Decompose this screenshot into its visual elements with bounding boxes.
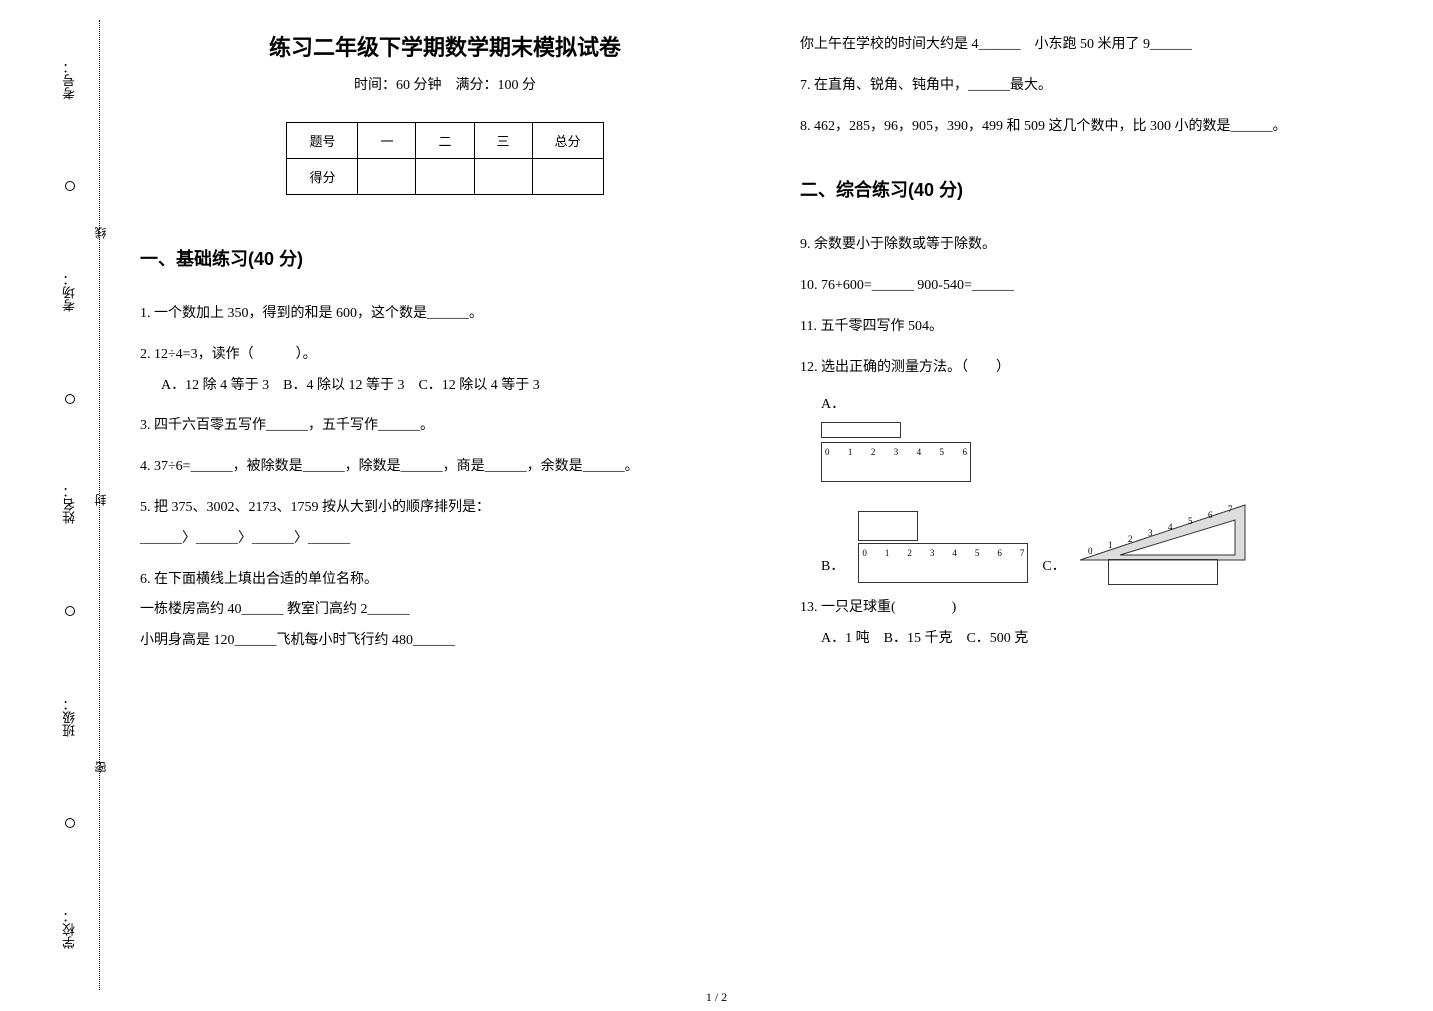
option-c-label: C． <box>1042 552 1065 583</box>
question-6-stem: 6. 在下面横线上填出合适的单位名称。 <box>140 565 750 596</box>
binding-label: 姓名： <box>60 485 79 524</box>
question-7: 7. 在直角、锐角、钝角中，______最大。 <box>800 71 1410 102</box>
option-a-label: A． <box>821 397 845 412</box>
svg-text:3: 3 <box>1148 528 1153 538</box>
question-3: 3. 四千六百零五写作______，五千写作______。 <box>140 411 750 442</box>
score-col: 二 <box>416 123 474 159</box>
svg-text:5: 5 <box>1188 516 1193 526</box>
binding-label: 学校： <box>60 910 79 949</box>
ruler-num: 7 <box>1020 544 1025 564</box>
ruler-b: 0 1 2 3 4 5 6 7 <box>858 543 1028 583</box>
ruler-num: 3 <box>930 544 935 564</box>
cutline-char: 封 <box>92 494 109 506</box>
page-body: 练习二年级下学期数学期末模拟试卷 时间：60 分钟 满分：100 分 题号 一 … <box>140 30 1410 990</box>
question-9: 9. 余数要小于除数或等于除数。 <box>800 230 1410 261</box>
ruler-num: 5 <box>940 443 945 463</box>
ruler-b-nums: 0 1 2 3 4 5 6 7 <box>862 544 1024 564</box>
score-col: 一 <box>358 123 416 159</box>
question-6-line-c: 你上午在学校的时间大约是 4______ 小东跑 50 米用了 9______ <box>800 30 1410 61</box>
score-table: 题号 一 二 三 总分 得分 <box>286 122 603 195</box>
ruler-num: 1 <box>885 544 890 564</box>
svg-text:2: 2 <box>1128 534 1133 544</box>
question-12-stem: 12. 选出正确的测量方法。（ ） <box>800 353 1410 384</box>
question-11: 11. 五千零四写作 504。 <box>800 312 1410 343</box>
question-5-blanks: ______〉______〉______〉______ <box>140 524 750 555</box>
option-b-figure: 0 1 2 3 4 5 6 7 <box>858 511 1028 583</box>
ruler-num: 0 <box>862 544 867 564</box>
ruler-a: 0 1 2 3 4 5 6 <box>821 442 971 482</box>
punch-hole <box>65 606 75 616</box>
binding-label: 考场： <box>60 273 79 312</box>
score-row-label: 得分 <box>287 159 358 195</box>
question-2-stem: 2. 12÷4=3，读作（ ）。 <box>140 340 750 371</box>
svg-text:0: 0 <box>1088 546 1093 556</box>
question-2: 2. 12÷4=3，读作（ ）。 A．12 除 4 等于 3 B．4 除以 12… <box>140 340 750 402</box>
score-cell <box>474 159 532 195</box>
section-heading-1: 一、基础练习(40 分) <box>140 245 750 271</box>
ruler-num: 4 <box>917 443 922 463</box>
object-rect-b <box>858 511 918 541</box>
score-cell <box>358 159 416 195</box>
ruler-a-nums: 0 1 2 3 4 5 6 <box>825 443 967 463</box>
svg-text:4: 4 <box>1168 522 1173 532</box>
question-5: 5. 把 375、3002、2173、1759 按从大到小的顺序排列是： ___… <box>140 493 750 555</box>
option-c-figure: 0 1 2 3 4 5 6 7 <box>1080 500 1250 583</box>
score-cell <box>416 159 474 195</box>
ruler-num: 3 <box>894 443 899 463</box>
question-6-line-b: 小明身高是 120______飞机每小时飞行约 480______ <box>140 626 750 657</box>
table-row: 得分 <box>287 159 603 195</box>
option-b-label: B． <box>821 552 844 583</box>
right-column: 你上午在学校的时间大约是 4______ 小东跑 50 米用了 9______ … <box>800 30 1410 990</box>
question-12-option-a: A． 0 1 2 3 4 5 6 <box>800 390 1410 483</box>
binding-label: 班级： <box>60 698 79 737</box>
svg-text:1: 1 <box>1108 540 1113 550</box>
score-col-label: 题号 <box>287 123 358 159</box>
ruler-num: 1 <box>848 443 853 463</box>
cutline-char: 线 <box>92 227 109 239</box>
section-heading-2: 二、综合练习(40 分) <box>800 176 1410 202</box>
question-12: 12. 选出正确的测量方法。（ ） A． 0 1 2 3 4 5 6 <box>800 353 1410 583</box>
ruler-num: 0 <box>825 443 830 463</box>
question-2-options: A．12 除 4 等于 3 B．4 除以 12 等于 3 C．12 除以 4 等… <box>140 371 750 402</box>
ruler-num: 2 <box>871 443 876 463</box>
question-13: 13. 一只足球重( ) A．1 吨 B．15 千克 C．500 克 <box>800 593 1410 655</box>
question-10: 10. 76+600=______ 900-540=______ <box>800 271 1410 302</box>
question-13-options: A．1 吨 B．15 千克 C．500 克 <box>800 624 1410 655</box>
punch-hole <box>65 394 75 404</box>
cutline-labels: 密 封 线 <box>92 100 109 900</box>
question-12-options-bc: B． 0 1 2 3 4 5 6 7 <box>800 500 1410 583</box>
table-row: 题号 一 二 三 总分 <box>287 123 603 159</box>
ruler-num: 5 <box>975 544 980 564</box>
score-cell <box>532 159 603 195</box>
ruler-num: 6 <box>962 443 967 463</box>
question-6-line-a: 一栋楼房高约 40______ 教室门高约 2______ <box>140 595 750 626</box>
ruler-num: 2 <box>907 544 912 564</box>
svg-text:6: 6 <box>1208 510 1213 520</box>
ruler-num: 4 <box>952 544 957 564</box>
exam-title: 练习二年级下学期数学期末模拟试卷 <box>140 30 750 62</box>
svg-text:7: 7 <box>1228 504 1233 514</box>
page-number: 1 / 2 <box>706 990 727 1005</box>
punch-hole <box>65 181 75 191</box>
exam-subtitle: 时间：60 分钟 满分：100 分 <box>140 74 750 94</box>
object-rect-a <box>821 422 901 438</box>
question-4: 4. 37÷6=______，被除数是______，除数是______，商是__… <box>140 452 750 483</box>
ruler-num: 6 <box>997 544 1002 564</box>
score-col: 总分 <box>532 123 603 159</box>
question-6: 6. 在下面横线上填出合适的单位名称。 一栋楼房高约 40______ 教室门高… <box>140 565 750 657</box>
score-col: 三 <box>474 123 532 159</box>
question-8: 8. 462，285，96，905，390，499 和 509 这几个数中，比 … <box>800 112 1410 143</box>
question-1: 1. 一个数加上 350，得到的和是 600，这个数是______。 <box>140 299 750 330</box>
binding-label: 考号： <box>60 61 79 100</box>
binding-margin: 学校： 班级： 姓名： 考场： 考号： <box>40 20 100 990</box>
cutline-char: 密 <box>92 761 109 773</box>
question-13-stem: 13. 一只足球重( ) <box>800 593 1410 624</box>
punch-hole <box>65 818 75 828</box>
question-5-stem: 5. 把 375、3002、2173、1759 按从大到小的顺序排列是： <box>140 493 750 524</box>
left-column: 练习二年级下学期数学期末模拟试卷 时间：60 分钟 满分：100 分 题号 一 … <box>140 30 750 990</box>
object-rect-c <box>1108 559 1218 585</box>
